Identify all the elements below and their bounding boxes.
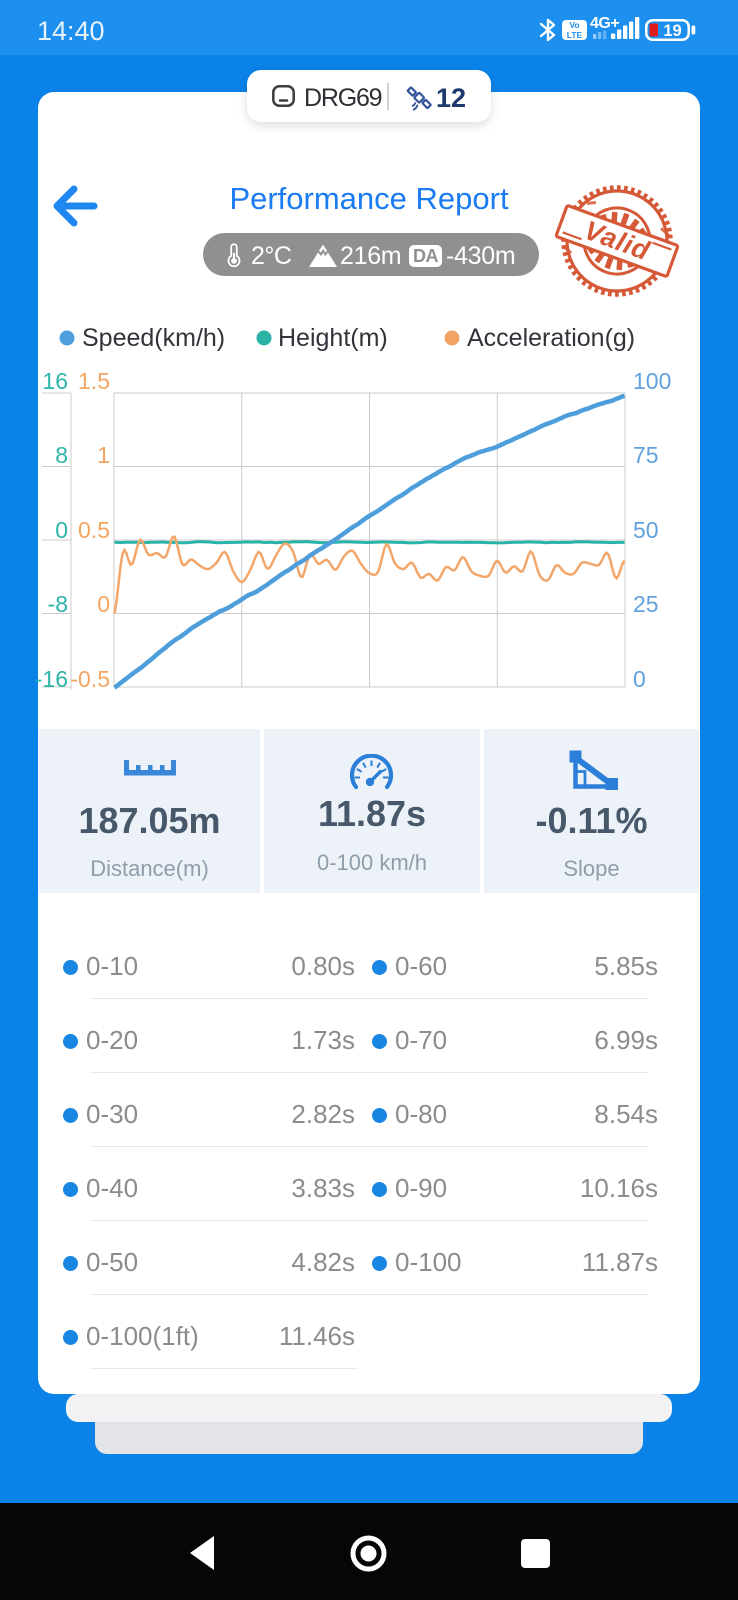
- svg-text:1: 1: [97, 442, 110, 468]
- svg-text:50: 50: [633, 517, 659, 543]
- svg-text:-0.5: -0.5: [70, 666, 110, 692]
- svg-text:0: 0: [55, 517, 68, 543]
- svg-text:-16: -16: [35, 666, 68, 692]
- svg-text:-8: -8: [48, 591, 68, 617]
- svg-text:0: 0: [633, 666, 646, 692]
- svg-text:0.5: 0.5: [78, 517, 110, 543]
- svg-text:Speed(km/h): Speed(km/h): [82, 324, 225, 352]
- svg-text:19: 19: [663, 22, 681, 40]
- svg-text:8: 8: [55, 442, 68, 468]
- svg-text:75: 75: [633, 442, 659, 468]
- svg-text:Height(m): Height(m): [278, 324, 388, 352]
- svg-text:Acceleration(g): Acceleration(g): [467, 324, 635, 352]
- svg-text:0: 0: [97, 591, 110, 617]
- svg-text:25: 25: [633, 591, 659, 617]
- svg-text:1.5: 1.5: [78, 368, 110, 394]
- svg-text:100: 100: [633, 368, 671, 394]
- svg-text:16: 16: [42, 368, 68, 394]
